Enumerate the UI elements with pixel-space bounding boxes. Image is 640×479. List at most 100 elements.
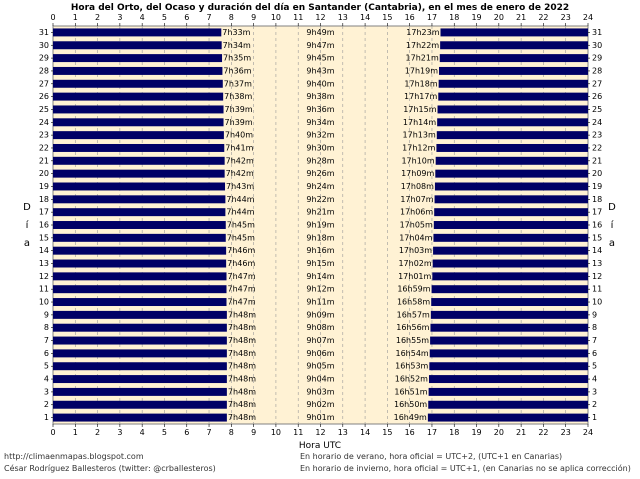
night-bar-evening bbox=[428, 375, 588, 384]
x-tick-label-bottom: 3 bbox=[117, 428, 122, 437]
daylength-label: 9h36m bbox=[306, 105, 334, 114]
sunset-label: 16h54m bbox=[395, 349, 428, 358]
sunset-label: 17h05m bbox=[400, 221, 433, 230]
daylength-label: 9h02m bbox=[306, 400, 334, 409]
night-bar-evening bbox=[440, 28, 588, 37]
night-bar-evening bbox=[428, 387, 588, 396]
night-bar-evening bbox=[440, 41, 588, 50]
x-tick-label-top: 10 bbox=[271, 13, 281, 22]
daylength-label: 9h14m bbox=[306, 272, 334, 281]
y-tick-label-left: 22 bbox=[39, 143, 49, 152]
sunset-label: 17h13m bbox=[403, 131, 436, 140]
sunset-label: 16h56m bbox=[396, 323, 429, 332]
y-tick-label-right: 12 bbox=[592, 272, 602, 281]
x-tick-label-top: 1 bbox=[73, 13, 78, 22]
x-tick-label-bottom: 23 bbox=[561, 428, 571, 437]
sunset-label: 16h58m bbox=[397, 298, 430, 307]
x-tick-label-bottom: 15 bbox=[382, 428, 392, 437]
y-tick-label-right: 24 bbox=[592, 118, 602, 127]
y-tick-label-left: 12 bbox=[39, 272, 49, 281]
x-tick-label-bottom: 17 bbox=[427, 428, 437, 437]
y-tick-label-left: 11 bbox=[39, 285, 49, 294]
y-tick-label-left: 9 bbox=[44, 310, 49, 319]
sunset-label: 16h52m bbox=[395, 375, 428, 384]
footer-author: César Rodríguez Ballesteros (twitter: @c… bbox=[4, 464, 216, 473]
y-tick-label-right: 11 bbox=[592, 285, 602, 294]
night-bar-morning bbox=[53, 298, 227, 307]
night-bar-morning bbox=[53, 336, 227, 345]
sunset-label: 17h03m bbox=[399, 246, 432, 255]
y-tick-label-right: 19 bbox=[592, 182, 602, 191]
daylength-label: 9h04m bbox=[306, 375, 334, 384]
y-tick-label-left: 21 bbox=[39, 156, 49, 165]
x-tick-label-top: 2 bbox=[95, 13, 100, 22]
x-tick-label-bottom: 6 bbox=[184, 428, 189, 437]
x-tick-label-bottom: 11 bbox=[293, 428, 303, 437]
night-bar-evening bbox=[430, 310, 588, 319]
daylength-label: 9h07m bbox=[306, 336, 334, 345]
x-tick-label-bottom: 12 bbox=[315, 428, 325, 437]
daylength-label: 9h47m bbox=[306, 41, 334, 50]
sunset-label: 16h49m bbox=[394, 413, 427, 422]
x-tick-label-top: 4 bbox=[140, 13, 145, 22]
y-axis-label-char: D bbox=[23, 202, 31, 213]
sunset-label: 17h06m bbox=[400, 208, 433, 217]
sunset-label: 17h02m bbox=[398, 259, 431, 268]
night-bar-morning bbox=[53, 66, 223, 75]
daylength-label: 9h08m bbox=[306, 323, 334, 332]
night-bar-evening bbox=[439, 54, 588, 63]
sunset-label: 17h23m bbox=[406, 28, 439, 37]
daylength-label: 9h15m bbox=[306, 259, 334, 268]
night-bar-morning bbox=[53, 310, 227, 319]
y-tick-label-left: 29 bbox=[39, 54, 49, 63]
x-tick-label-bottom: 22 bbox=[538, 428, 548, 437]
y-tick-label-left: 5 bbox=[44, 362, 49, 371]
y-tick-label-right: 13 bbox=[592, 259, 602, 268]
x-tick-label-bottom: 9 bbox=[251, 428, 256, 437]
sunset-label: 17h01m bbox=[398, 272, 431, 281]
y-tick-label-left: 23 bbox=[39, 131, 49, 140]
sunrise-label: 7h47m bbox=[228, 298, 256, 307]
sunrise-label: 7h47m bbox=[228, 285, 256, 294]
sunrise-label: 7h48m bbox=[228, 413, 256, 422]
daylength-label: 9h40m bbox=[306, 79, 334, 88]
x-axis-label: Hora UTC bbox=[299, 441, 341, 451]
y-tick-label-right: 23 bbox=[592, 131, 602, 140]
sunset-label: 16h53m bbox=[395, 362, 428, 371]
night-bar-morning bbox=[53, 54, 223, 63]
x-tick-label-top: 6 bbox=[184, 13, 189, 22]
daylength-label: 9h01m bbox=[306, 413, 334, 422]
daylength-label: 9h22m bbox=[306, 195, 334, 204]
x-tick-label-bottom: 5 bbox=[162, 428, 167, 437]
sunrise-label: 7h40m bbox=[225, 131, 253, 140]
y-tick-label-left: 30 bbox=[39, 41, 49, 50]
night-bar-morning bbox=[53, 400, 227, 409]
y-tick-label-left: 24 bbox=[39, 118, 49, 127]
y-tick-label-left: 13 bbox=[39, 259, 49, 268]
night-bar-evening bbox=[435, 169, 588, 178]
x-tick-label-bottom: 0 bbox=[50, 428, 55, 437]
sunrise-label: 7h37m bbox=[224, 79, 252, 88]
daylength-label: 9h26m bbox=[306, 169, 334, 178]
y-tick-label-right: 9 bbox=[592, 310, 597, 319]
y-tick-label-left: 20 bbox=[39, 169, 49, 178]
night-bar-morning bbox=[53, 285, 227, 294]
sunrise-label: 7h42m bbox=[226, 169, 254, 178]
y-tick-label-left: 16 bbox=[39, 221, 49, 230]
night-bar-evening bbox=[433, 221, 588, 229]
night-bar-morning bbox=[53, 387, 227, 396]
night-bar-morning bbox=[53, 28, 222, 37]
night-bar-morning bbox=[53, 233, 226, 242]
night-bar-evening bbox=[437, 118, 588, 127]
x-tick-label-top: 14 bbox=[360, 13, 370, 22]
sunset-label: 16h51m bbox=[394, 387, 427, 396]
y-tick-label-right: 20 bbox=[592, 169, 602, 178]
daylength-label: 9h12m bbox=[306, 285, 334, 294]
daylength-label: 9h28m bbox=[306, 156, 334, 165]
y-axis-label-char: a bbox=[24, 238, 30, 249]
night-bar-morning bbox=[53, 272, 227, 281]
y-axis-label-char: í bbox=[26, 219, 30, 231]
sunset-label: 16h55m bbox=[396, 336, 429, 345]
night-bar-morning bbox=[53, 375, 227, 384]
y-axis-label-left: Día bbox=[23, 202, 31, 249]
